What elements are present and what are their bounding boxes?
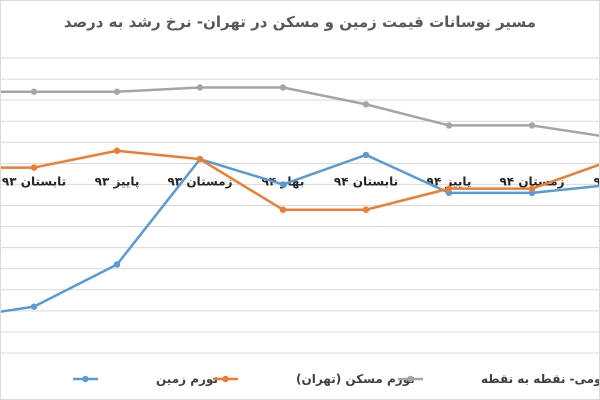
legend-marker [222, 375, 229, 383]
gridlines [1, 57, 599, 354]
data-point [196, 155, 204, 163]
data-point [279, 84, 287, 91]
legend: تورم زمین تورم مسکن (تهران) تورم عمومی- نق… [73, 372, 599, 387]
data-point [528, 185, 536, 192]
data-point [362, 101, 370, 108]
data-point [113, 147, 121, 154]
data-point [30, 303, 38, 310]
data-point [528, 122, 536, 129]
series-line [1, 86, 599, 137]
data-point [445, 122, 453, 129]
legend-label: تورم عمومی- نقطه به نقطه [481, 372, 599, 387]
data-point [113, 88, 121, 95]
legend-marker [82, 375, 89, 383]
data-point [445, 185, 453, 192]
category-tick-label: پاییز ۹۳ [95, 174, 140, 188]
category-tick-label: تابستان ۹۳ [2, 174, 66, 188]
category-tick-label: تابستان ۹۴ [334, 174, 398, 188]
series-lines [1, 84, 599, 313]
data-point [362, 151, 370, 159]
legend-marker [407, 375, 414, 383]
legend-label: تورم زمین [156, 372, 218, 387]
category-tick-label: بهار ۹۵ [594, 174, 599, 188]
chart-title: مسیر نوسانات قیمت زمین و مسکن در تهران- … [63, 13, 537, 31]
legend-label: تورم مسکن (تهران) [296, 372, 415, 387]
data-point [196, 84, 204, 91]
category-tick-label: زمستان ۹۴ [499, 174, 564, 188]
category-tick-label: پاییز ۹۴ [427, 174, 472, 188]
data-point [30, 164, 38, 171]
data-point [279, 181, 287, 188]
data-point [113, 261, 121, 268]
data-point [362, 206, 370, 213]
data-point [30, 88, 38, 95]
data-point [279, 206, 287, 213]
